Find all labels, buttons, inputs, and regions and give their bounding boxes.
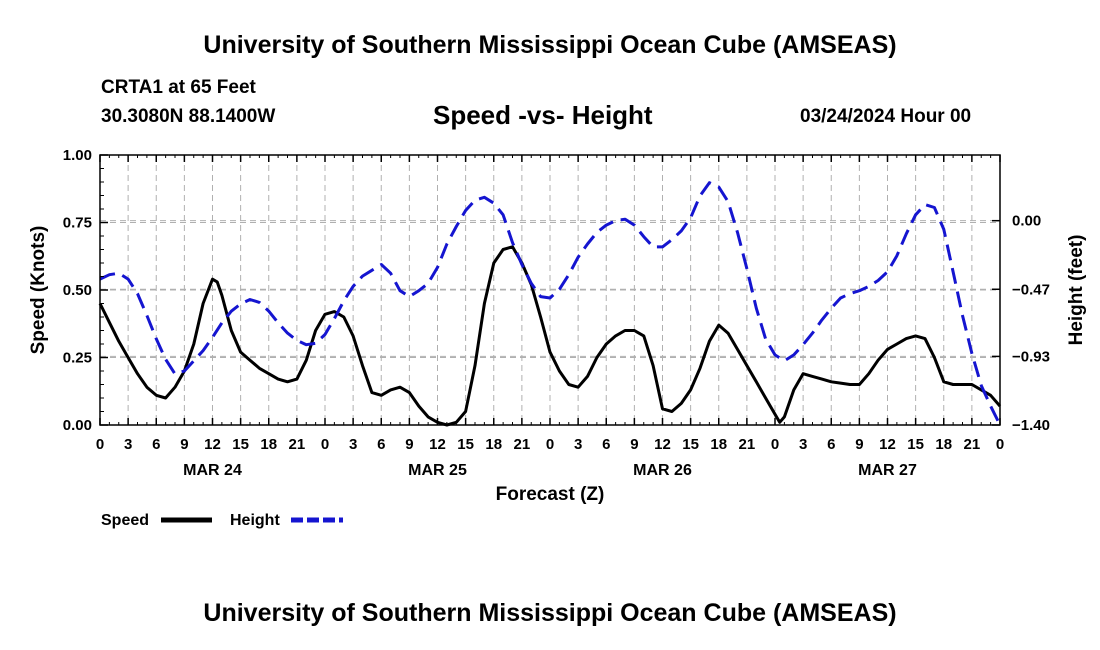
x-tick-label: 3 xyxy=(799,436,807,453)
x-tick-label: 15 xyxy=(232,436,249,453)
x-tick-label: 12 xyxy=(204,436,221,453)
x-tick-label: 3 xyxy=(574,436,582,453)
y-axis-right-label: Height (feet) xyxy=(1066,235,1087,346)
x-tick-label: 6 xyxy=(602,436,610,453)
station-label: CRTA1 at 65 Feet xyxy=(101,77,256,98)
x-tick-label: 6 xyxy=(377,436,385,453)
chart-subtitle: Speed -vs- Height xyxy=(433,100,653,130)
x-tick-label: 15 xyxy=(457,436,474,453)
x-axis-label: Forecast (Z) xyxy=(496,484,605,505)
x-tick-label: 3 xyxy=(349,436,357,453)
x-tick-label: 9 xyxy=(630,436,638,453)
x-tick-label: 0 xyxy=(96,436,104,453)
legend: Speed Height xyxy=(101,512,343,529)
series-layer xyxy=(98,181,1002,427)
x-tick-label: 6 xyxy=(152,436,160,453)
x-tick-label: 21 xyxy=(514,436,531,453)
y-right-tick-label: −1.40 xyxy=(1012,417,1050,434)
y-right-tick-label: 0.00 xyxy=(1012,213,1041,230)
forecast-datetime: 03/24/2024 Hour 00 xyxy=(800,106,972,127)
x-tick-label: 3 xyxy=(124,436,132,453)
y-axis-left-label: Speed (Knots) xyxy=(28,226,49,355)
x-date-label: MAR 25 xyxy=(408,462,467,479)
x-tick-label: 15 xyxy=(682,436,699,453)
x-tick-label: 18 xyxy=(260,436,277,453)
legend-label-height: Height xyxy=(230,512,280,529)
x-tick-label: 0 xyxy=(546,436,554,453)
legend-label-speed: Speed xyxy=(101,512,149,529)
x-date-label: MAR 24 xyxy=(183,462,242,479)
x-tick-label: 18 xyxy=(710,436,727,453)
chart-title-bottom: University of Southern Mississippi Ocean… xyxy=(203,599,897,627)
y-left-tick-label: 0.75 xyxy=(63,215,92,232)
x-tick-label: 21 xyxy=(739,436,756,453)
y-left-tick-label: 0.25 xyxy=(63,350,92,367)
series-line-height xyxy=(99,181,1002,426)
x-tick-label: 12 xyxy=(429,436,446,453)
x-tick-label: 9 xyxy=(180,436,188,453)
x-tick-label: 21 xyxy=(289,436,306,453)
y-right-tick-label: −0.47 xyxy=(1012,281,1050,298)
x-tick-label: 0 xyxy=(996,436,1004,453)
grid xyxy=(100,155,1000,425)
x-date-label: MAR 26 xyxy=(633,462,692,479)
x-tick-label: 18 xyxy=(935,436,952,453)
chart-title-top: University of Southern Mississippi Ocean… xyxy=(203,31,897,59)
station-coordinates: 30.3080N 88.1400W xyxy=(101,106,276,127)
x-tick-label: 12 xyxy=(654,436,671,453)
x-tick-label: 15 xyxy=(907,436,924,453)
x-tick-label: 21 xyxy=(964,436,981,453)
x-tick-label: 18 xyxy=(485,436,502,453)
x-tick-label: 12 xyxy=(879,436,896,453)
y-left-tick-label: 1.00 xyxy=(63,147,92,164)
x-tick-label: 0 xyxy=(321,436,329,453)
y-right-tick-label: −0.93 xyxy=(1012,348,1050,365)
x-tick-label: 9 xyxy=(405,436,413,453)
x-date-label: MAR 27 xyxy=(858,462,917,479)
y-left-tick-label: 0.00 xyxy=(63,417,92,434)
x-tick-label: 9 xyxy=(855,436,863,453)
series-line-speed xyxy=(98,245,1002,427)
y-left-tick-label: 0.50 xyxy=(63,282,92,299)
x-tick-label: 0 xyxy=(771,436,779,453)
x-tick-label: 6 xyxy=(827,436,835,453)
axes: 0 3 6 9 12 15 18 21 0 3 6 9 12 15 18 21 0 3 6 9 12 15 18 21 0 3 6 9… xyxy=(63,147,1050,479)
